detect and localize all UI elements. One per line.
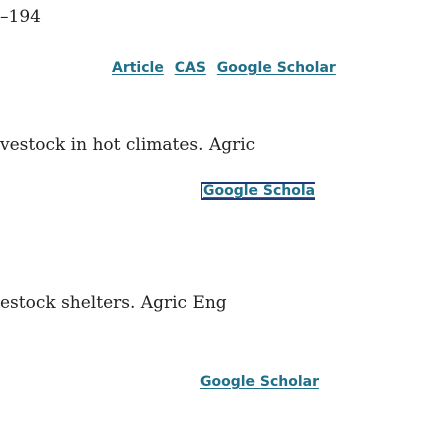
google-scholar-link[interactable]: Google Scholar	[200, 374, 320, 390]
google-scholar-link[interactable]: Google Scholar	[216, 60, 336, 76]
reference-fragment-3: estock shelters. Agric Eng	[0, 292, 227, 314]
reference-text: –194	[0, 7, 41, 27]
reference-text: estock shelters. Agric Eng	[0, 293, 227, 313]
google-scholar-link-focused[interactable]: Google Scholar	[201, 182, 315, 200]
reference-fragment-2: vestock in hot climates. Agric	[0, 134, 255, 156]
cas-link[interactable]: CAS	[174, 60, 206, 76]
reference-links-3: Google Scholar	[200, 372, 319, 392]
reference-links-1: Article CAS Google Scholar	[112, 58, 336, 78]
reference-text: vestock in hot climates. Agric	[0, 135, 256, 155]
article-link[interactable]: Article	[112, 60, 164, 76]
reference-fragment-1: –194	[0, 6, 41, 28]
reference-links-2: Google Scholar	[201, 181, 315, 201]
